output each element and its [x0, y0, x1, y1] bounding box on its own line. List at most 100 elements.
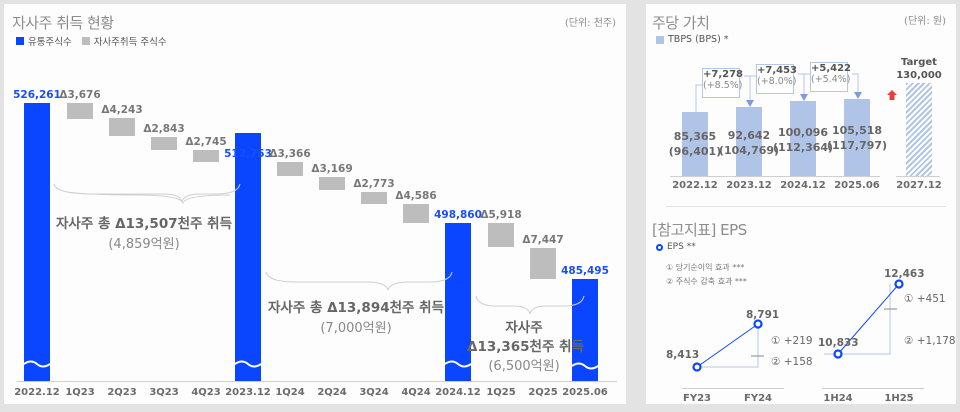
- eps-value: 8,413: [666, 349, 700, 361]
- bar-3q23: [151, 137, 177, 150]
- tbps-label: 100,096 (112,364): [772, 126, 834, 154]
- x-label: 1Q24: [275, 387, 305, 398]
- up-arrow-icon: [887, 90, 897, 100]
- x-label: 2025.06: [834, 180, 880, 191]
- bar-tbps-2022-12: [682, 112, 708, 176]
- bar-1q23: [67, 103, 93, 119]
- eps-title: [참고지표] EPS: [652, 221, 747, 239]
- bar-4q23: [193, 150, 219, 162]
- value-label: 512,753: [224, 148, 272, 160]
- panel-title: 주당 가치: [652, 14, 710, 32]
- eps-lines: [692, 279, 904, 372]
- x-label: 2Q24: [317, 387, 347, 398]
- x-label: 2023.12: [225, 387, 271, 398]
- bar-2q23: [109, 118, 135, 136]
- value-label: Δ2,773: [353, 178, 395, 190]
- bar-2023-12: [235, 133, 261, 381]
- increment-box: +7,278 (+8.5%): [702, 68, 743, 98]
- x-axis: [896, 176, 940, 177]
- value-label: Δ3,676: [59, 89, 101, 101]
- x-axis: [682, 388, 784, 389]
- per-share-panel: 주당 가치 (단위: 원) TBPS (BPS) * +7,278 (+8.5%…: [646, 4, 956, 404]
- x-label: 2Q25: [528, 387, 558, 398]
- x-label: 1Q25: [486, 387, 516, 398]
- bar-1q25: [488, 223, 514, 247]
- eps-value: 12,463: [884, 268, 925, 280]
- value-label: Δ3,366: [269, 148, 311, 160]
- bar-4q24: [403, 204, 429, 223]
- effect-label: ② +1,178: [904, 335, 956, 347]
- unit-label: (단위: 천주): [564, 18, 616, 29]
- note: ① 당기순이익 효과 ***: [666, 263, 745, 272]
- x-label: FY23: [683, 393, 711, 404]
- brace-annotation: 자사주: [505, 320, 543, 336]
- bar-2q25: [530, 248, 556, 279]
- value-label: Δ3,169: [311, 163, 353, 175]
- tbps-label: 92,642 (104,769): [718, 129, 780, 157]
- x-label: 2Q23: [107, 387, 137, 398]
- section-divider: [666, 206, 946, 207]
- value-label: Δ5,918: [480, 209, 522, 221]
- effect-label: ② +158: [771, 356, 813, 368]
- eps-value: 8,791: [746, 309, 780, 321]
- eps-legend: EPS **: [656, 242, 696, 252]
- x-label: 3Q23: [149, 387, 179, 398]
- x-label: 2024.12: [780, 180, 826, 191]
- bar-tbps-2024-12: [790, 101, 816, 176]
- eps-value: 10,833: [818, 337, 859, 349]
- bar-2q24: [319, 177, 345, 190]
- x-label: 1H25: [884, 393, 914, 404]
- bar-tbps-2023-12: [736, 107, 762, 176]
- brace-annotation: Δ13,365천주 취득: [467, 339, 584, 355]
- x-axis: [822, 388, 924, 389]
- brace-annotation-sub: (7,000억원): [320, 321, 392, 336]
- value-label: 498,860: [434, 209, 482, 221]
- legend: 유통주식수 자사주취득 주식수: [16, 34, 167, 48]
- x-label: 2023.12: [726, 180, 772, 191]
- x-label: FY24: [744, 393, 772, 404]
- legend-label: TBPS (BPS) *: [668, 34, 729, 45]
- x-label: 2027.12: [896, 180, 942, 191]
- value-label: Δ4,243: [101, 104, 143, 116]
- bar-target-2027-12: [906, 83, 932, 176]
- legend-label: 자사주취득 주식수: [93, 37, 167, 48]
- brace-annotation-sub: (6,500억원): [488, 359, 560, 374]
- tbps-label: 105,518 (117,797): [826, 124, 888, 152]
- x-label: 2025.06: [562, 387, 608, 398]
- x-label: 2022.12: [14, 387, 60, 398]
- x-label: 1H24: [823, 393, 853, 404]
- x-label: 1Q23: [65, 387, 95, 398]
- x-label: 2022.12: [672, 180, 718, 191]
- brace-annotation: 자사주 총 Δ13,507천주 취득: [55, 216, 232, 232]
- value-label: 526,261: [13, 89, 61, 101]
- effect-label: ① +451: [904, 293, 946, 305]
- target-label: Target 130,000: [896, 57, 942, 81]
- bar-1q24: [277, 162, 303, 176]
- value-label: Δ2,843: [143, 123, 185, 135]
- bar-2024-12: [445, 223, 471, 381]
- bar-2022-12: [24, 103, 50, 381]
- x-axis: [17, 381, 617, 382]
- panel-title: 자사주 취득 현황: [12, 14, 114, 32]
- buyback-panel: 자사주 취득 현황 (단위: 천주) 유통주식수 자사주취득 주식수: [4, 4, 626, 404]
- brace-annotation: 자사주 총 Δ13,894천주 취득: [267, 300, 444, 316]
- circle-marker-icon: [656, 243, 663, 251]
- x-label: 4Q23: [191, 387, 221, 398]
- legend: TBPS (BPS) *: [656, 34, 729, 45]
- value-label: Δ2,745: [185, 136, 227, 148]
- brace-annotation-sub: (4,859억원): [108, 237, 180, 252]
- tbps-label: 85,365 (96,401): [668, 130, 722, 158]
- bar-tbps-2025-06: [844, 99, 870, 176]
- legend-label: 유통주식수: [28, 37, 72, 48]
- value-label: 485,495: [561, 265, 609, 277]
- x-label: 4Q24: [401, 387, 431, 398]
- axis-break-icon: [23, 183, 599, 370]
- legend-swatch-tbps: [656, 35, 664, 44]
- legend-swatch-outstanding: [16, 37, 24, 45]
- increment-box: +5,422 (+5.4%): [810, 62, 851, 92]
- bar-3q24: [361, 192, 387, 204]
- x-label: 3Q24: [359, 387, 389, 398]
- x-axis: [670, 176, 880, 177]
- note: ② 주식수 감축 효과 ***: [666, 277, 747, 286]
- unit-label: (단위: 원): [904, 16, 946, 27]
